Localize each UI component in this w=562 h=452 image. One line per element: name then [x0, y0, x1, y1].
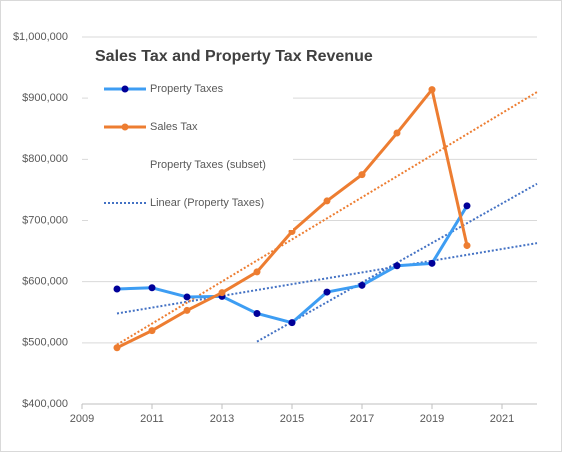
x-tick-label: 2017 [350, 413, 374, 425]
data-point [324, 289, 331, 296]
legend-marker [121, 85, 129, 93]
x-tick-label: 2021 [490, 413, 514, 425]
y-tick-label: $900,000 [22, 92, 68, 104]
y-tick-label: $700,000 [22, 214, 68, 226]
data-point [113, 285, 121, 293]
x-tick-label: 2015 [280, 413, 304, 425]
legend-label: Sales Tax [150, 121, 198, 133]
y-tick-label: $800,000 [22, 153, 68, 165]
data-point [393, 129, 401, 137]
data-point [428, 259, 436, 267]
data-point [183, 293, 191, 301]
y-tick-label: $600,000 [22, 276, 68, 288]
data-point [463, 242, 471, 250]
data-point [218, 289, 226, 297]
data-point [148, 284, 156, 292]
data-point [359, 282, 366, 289]
legend-label: Linear (Property Taxes) [150, 197, 264, 209]
y-tick-label: $400,000 [22, 398, 68, 410]
legend-label: Property Taxes (subset) [150, 159, 266, 171]
x-tick-label: 2019 [420, 413, 444, 425]
data-point [253, 309, 261, 317]
legend-label: Property Taxes [150, 83, 224, 95]
trendline [116, 242, 538, 315]
chart-title: Sales Tax and Property Tax Revenue [95, 48, 373, 65]
data-point [323, 197, 331, 205]
data-point [394, 262, 401, 269]
x-tick-label: 2009 [70, 413, 94, 425]
data-point [428, 86, 436, 94]
data-point [253, 268, 261, 276]
data-point [254, 310, 261, 317]
data-point [393, 262, 401, 270]
data-point [148, 327, 156, 335]
data-point [358, 281, 366, 289]
data-point [463, 202, 471, 210]
y-tick-label: $1,000,000 [13, 31, 68, 43]
data-point [183, 306, 191, 314]
data-point [288, 319, 296, 327]
data-point [429, 260, 436, 267]
data-point [289, 319, 296, 326]
x-tick-label: 2011 [140, 413, 164, 425]
legend-marker [121, 123, 129, 131]
data-point [113, 344, 121, 352]
legend-background [88, 42, 293, 230]
data-point [323, 288, 331, 296]
data-point [464, 202, 471, 209]
data-point [358, 171, 366, 179]
trendline [116, 91, 538, 346]
y-tick-label: $500,000 [22, 337, 68, 349]
x-tick-label: 2013 [210, 413, 234, 425]
